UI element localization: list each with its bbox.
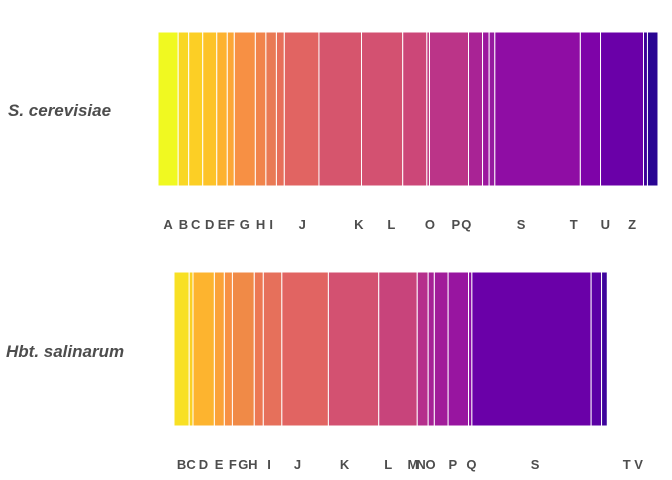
tick-label-s-cerevisiae-p: P (451, 217, 460, 232)
segment-s-cerevisiae-4-e (216, 31, 228, 187)
tick-label-hbt-salinarum-c: C (186, 457, 196, 472)
tick-label-s-cerevisiae-j: J (299, 217, 306, 232)
segment-hbt-salinarum-10-l (378, 271, 418, 427)
segment-s-cerevisiae-3-d (202, 31, 218, 187)
segment-s-cerevisiae-11-unlabeled (318, 31, 362, 187)
tick-label-s-cerevisiae-d: D (205, 217, 214, 232)
segment-s-cerevisiae-6-g (233, 31, 256, 187)
tick-labels-hbt-salinarum: B C D E F G H I J K L MN O P Q S T V (177, 457, 643, 472)
segment-hbt-salinarum-9-k (327, 271, 380, 427)
segment-s-cerevisiae-22-unlabeled (643, 31, 648, 187)
segment-s-cerevisiae-15-o (428, 31, 470, 187)
segment-s-cerevisiae-20-t (579, 31, 602, 187)
tick-label-hbt-salinarum-q: Q (466, 457, 476, 472)
tick-label-hbt-salinarum-v: V (634, 457, 643, 472)
tick-label-hbt-salinarum-j: J (294, 457, 301, 472)
tick-label-hbt-salinarum-b: B (177, 457, 186, 472)
segment-s-cerevisiae-10-j (283, 31, 320, 187)
segment-hbt-salinarum-8-j (281, 271, 329, 427)
segment-s-cerevisiae-17-q (482, 31, 490, 187)
tick-label-s-cerevisiae-c: C (191, 217, 201, 232)
segment-hbt-salinarum-17-t (590, 271, 603, 427)
tick-label-s-cerevisiae-g: G (240, 217, 250, 232)
segment-hbt-salinarum-16-s (471, 271, 592, 427)
segment-s-cerevisiae-23-z (646, 31, 659, 187)
tick-label-s-cerevisiae-a: A (163, 217, 173, 232)
tick-label-s-cerevisiae-b: B (179, 217, 188, 232)
tick-label-hbt-salinarum-h: H (248, 457, 257, 472)
tick-label-s-cerevisiae-i: I (269, 217, 273, 232)
panel-hbt-salinarum: Hbt. salinarum B C D E F G H I J K L MN O P Q S T V (6, 271, 643, 472)
segment-hbt-salinarum-2-d (192, 271, 215, 427)
tick-label-s-cerevisiae-s: S (517, 217, 526, 232)
tick-label-hbt-salinarum-f: F (229, 457, 237, 472)
organism-label-hbt-salinarum: Hbt. salinarum (6, 342, 124, 361)
tick-label-hbt-salinarum-e: E (215, 457, 224, 472)
segments-hbt-salinarum (173, 271, 608, 427)
segment-hbt-salinarum-7-i (262, 271, 283, 427)
organism-label-s-cerevisiae: S. cerevisiae (8, 101, 111, 120)
segment-hbt-salinarum-5-g (231, 271, 255, 427)
tick-label-s-cerevisiae-l: L (387, 217, 395, 232)
tick-label-hbt-salinarum-i: I (267, 457, 271, 472)
tick-label-hbt-salinarum-l: L (384, 457, 392, 472)
tick-label-s-cerevisiae-u: U (601, 217, 610, 232)
tick-label-s-cerevisiae-q: Q (461, 217, 471, 232)
tick-label-hbt-salinarum-m: M (408, 457, 419, 472)
segment-hbt-salinarum-13-o (433, 271, 449, 427)
tick-label-s-cerevisiae-e: E (218, 217, 227, 232)
segment-hbt-salinarum-4-f (223, 271, 233, 427)
segment-s-cerevisiae-19-s (494, 31, 581, 187)
segment-s-cerevisiae-18-unlabeled (488, 31, 496, 187)
tick-label-hbt-salinarum-s: S (531, 457, 540, 472)
tick-label-s-cerevisiae-o: O (425, 217, 435, 232)
segment-s-cerevisiae-1-b (177, 31, 190, 187)
tick-label-hbt-salinarum-d: D (199, 457, 208, 472)
tick-label-s-cerevisiae-t: T (570, 217, 578, 232)
segment-s-cerevisiae-16-p (468, 31, 484, 187)
segment-s-cerevisiae-12-k (361, 31, 404, 187)
tick-label-hbt-salinarum-n: N (416, 457, 425, 472)
segment-s-cerevisiae-13-l (402, 31, 428, 187)
segment-s-cerevisiae-2-c (188, 31, 204, 187)
tick-label-s-cerevisiae-k: K (354, 217, 364, 232)
segment-hbt-salinarum-12-n (427, 271, 435, 427)
segment-hbt-salinarum-18-v (601, 271, 608, 427)
tick-label-hbt-salinarum-o: O (425, 457, 435, 472)
segment-s-cerevisiae-21-u (600, 31, 645, 187)
tick-label-hbt-salinarum-k: K (340, 457, 350, 472)
tick-label-s-cerevisiae-z: Z (628, 217, 636, 232)
tick-label-hbt-salinarum-p: P (449, 457, 458, 472)
tick-label-s-cerevisiae-h: H (256, 217, 265, 232)
segment-hbt-salinarum-1-c (188, 271, 194, 427)
tick-label-s-cerevisiae-f: F (227, 217, 235, 232)
segment-s-cerevisiae-7-h (254, 31, 267, 187)
segment-hbt-salinarum-6-h (253, 271, 264, 427)
segment-s-cerevisiae-9-unlabeled (275, 31, 285, 187)
segments-s-cerevisiae (157, 31, 659, 187)
segment-hbt-salinarum-14-p (447, 271, 470, 427)
tick-label-hbt-salinarum-g: G (238, 457, 248, 472)
segment-hbt-salinarum-3-e (213, 271, 225, 427)
segment-hbt-salinarum-0-b (173, 271, 190, 427)
segment-hbt-salinarum-11-m (416, 271, 429, 427)
tick-label-hbt-salinarum-t: T (623, 457, 631, 472)
segment-s-cerevisiae-8-i (265, 31, 277, 187)
segment-s-cerevisiae-0-a (157, 31, 179, 187)
segment-s-cerevisiae-5-f (226, 31, 235, 187)
